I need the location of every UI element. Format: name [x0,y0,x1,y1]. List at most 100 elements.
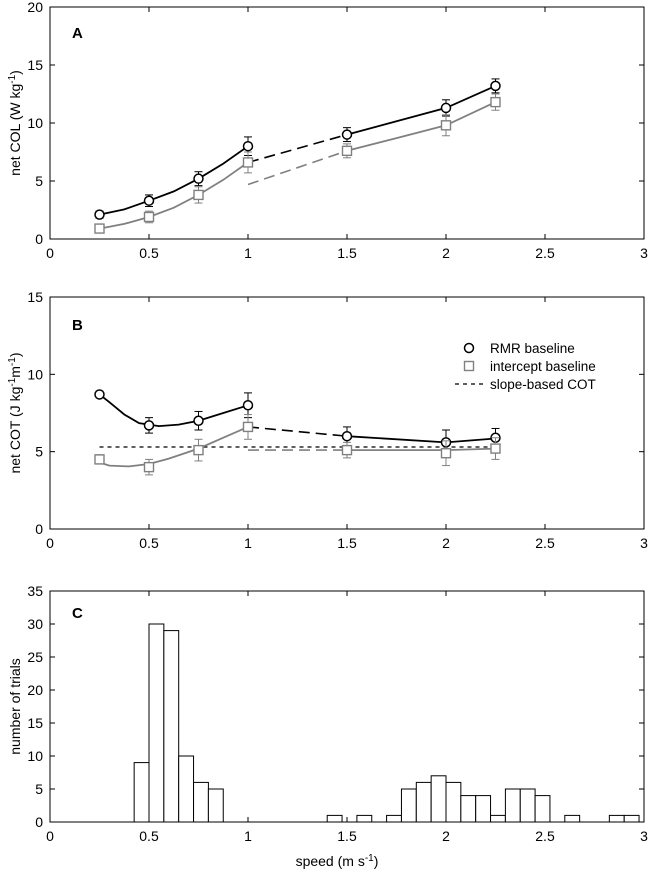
plot-frame [49,296,645,530]
x-tick-label: 0 [46,535,54,551]
data-point-circle [143,420,155,431]
x-tick-label: 0 [46,245,54,261]
data-point-square [193,444,204,456]
data-point-circle [193,173,204,184]
y-tick-label: 20 [27,0,43,15]
y-tick-label: 20 [27,682,43,698]
y-tick-label: 0 [35,814,43,830]
data-point-square [490,96,501,108]
data-point-circle [193,415,204,426]
histogram-bar [386,814,402,823]
fit-curve-high [346,85,496,136]
y-tick-label: 10 [27,115,43,131]
x-tick-label: 2.5 [535,535,555,551]
x-tick-label: 1 [244,245,252,261]
histogram-bar [445,781,462,823]
histogram-bar [519,788,536,823]
histogram-bar [148,623,165,823]
x-tick-label: 1 [244,828,252,844]
legend-square-marker [463,360,475,372]
data-point-circle [440,102,452,114]
dashed-link-line [247,150,348,186]
histogram-bar [490,814,506,823]
histogram-bar [564,814,581,823]
fit-curve-high [346,435,496,444]
data-point-circle [490,80,501,92]
histogram-bar [356,814,373,823]
histogram-bar [460,795,477,823]
x-tick-label: 3 [640,245,648,261]
x-tick-label: 0.5 [139,828,159,844]
y-tick-label: 30 [27,616,43,632]
panel-letter: C [72,605,83,622]
y-tick-label: 5 [35,444,43,460]
y-axis-label: net COL (W kg-1) [7,70,24,176]
data-point-square [143,211,155,223]
data-point-circle [94,389,105,400]
fit-curve-high [347,447,496,452]
histogram-bar [475,795,492,823]
data-point-square [242,157,254,168]
data-point-square [242,421,254,433]
histogram-bar [534,795,551,823]
y-tick-label: 35 [27,583,43,599]
histogram-bar [178,755,195,823]
dashed-link-line [247,133,348,164]
fit-curve-low [98,393,249,428]
y-tick-label: 0 [35,521,43,537]
y-axis-label: net COT (J kg-1m-1) [7,352,24,473]
data-point-circle [341,129,353,140]
y-tick-label: 10 [27,366,43,382]
legend-label: intercept baseline [490,359,596,374]
legend-circle-marker [463,342,475,354]
fit-curve-low [99,145,249,216]
data-point-square [94,223,105,234]
data-point-square [193,189,204,201]
data-point-circle [94,209,105,220]
y-tick-label: 25 [27,649,43,665]
y-tick-label: 10 [27,748,43,764]
x-tick-label: 2.5 [535,828,555,844]
y-tick-label: 15 [27,715,43,731]
histogram-bar [133,762,150,823]
data-point-circle [341,430,353,442]
y-tick-label: 15 [27,289,43,305]
x-tick-label: 3 [640,828,648,844]
panel-letter: A [72,25,83,42]
x-tick-label: 0.5 [139,535,159,551]
x-tick-label: 2 [442,535,450,551]
x-tick-label: 3 [640,535,648,551]
data-point-circle [242,400,254,411]
legend-label: RMR baseline [490,341,575,356]
data-point-square [341,145,353,157]
dashed-link-line [247,426,348,437]
x-tick-label: 1.5 [337,828,357,844]
y-tick-label: 5 [35,781,43,797]
histogram-bar [415,781,432,823]
panel-letter: B [72,317,83,334]
data-point-square [440,448,452,459]
x-axis-label: speed (m s-1) [296,853,379,870]
x-tick-label: 2 [442,245,450,261]
fit-curve-low [99,426,249,468]
data-point-square [341,444,353,456]
histogram-bar [430,775,447,823]
data-point-circle [242,140,254,152]
x-tick-label: 0.5 [139,245,159,261]
data-point-circle [143,195,155,206]
x-tick-label: 1.5 [337,245,357,261]
legend: RMR baseline intercept baseline slope-base… [455,341,596,392]
x-tick-label: 0 [46,828,54,844]
x-tick-label: 2.5 [535,245,555,261]
y-tick-label: 0 [35,231,43,247]
y-tick-label: 15 [27,57,43,73]
data-point-square [490,443,501,454]
histogram-bar [608,814,625,823]
data-point-square [94,454,105,465]
x-tick-label: 1 [244,535,252,551]
histogram-bar [207,788,224,823]
legend-label: slope-based COT [490,377,596,392]
